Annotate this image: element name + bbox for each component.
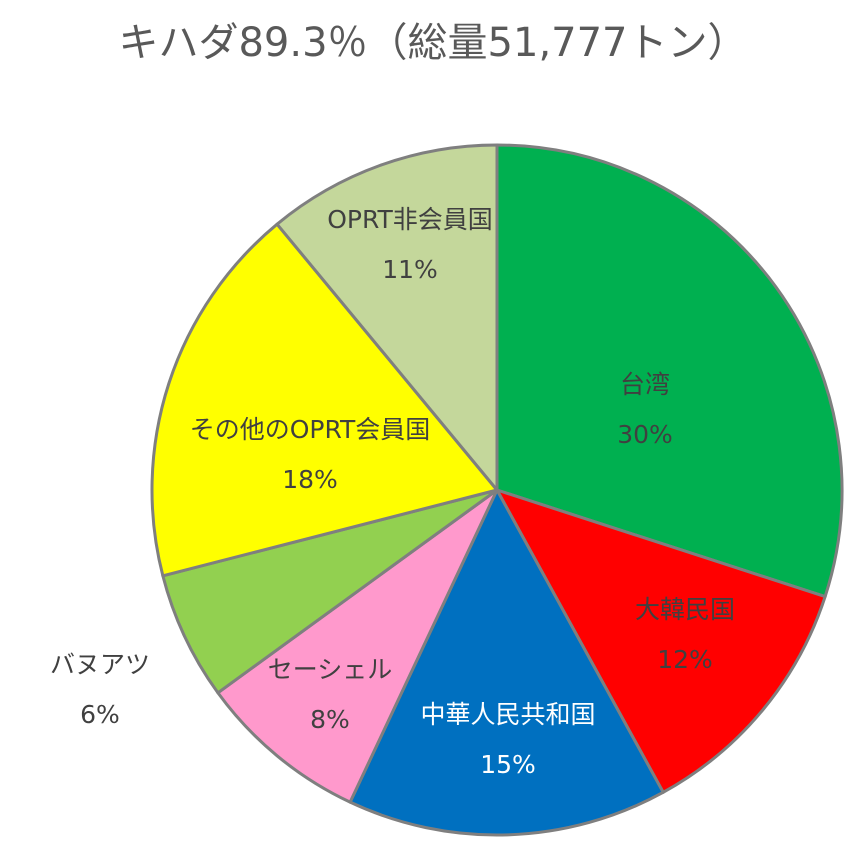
category-name: 大韓民国 xyxy=(634,595,735,624)
category-name: バヌアツ xyxy=(49,650,150,679)
pie-slice xyxy=(275,143,499,492)
category-name: 中華人民共和国 xyxy=(420,700,596,729)
value-label: 8% xyxy=(310,705,350,734)
value-label: 30% xyxy=(617,420,673,449)
slice-label: バヌアツ 6% xyxy=(25,640,175,740)
pie-slice xyxy=(150,222,499,578)
value-label: 11% xyxy=(382,255,438,284)
slice-label: 台湾 30% xyxy=(545,360,745,460)
slice-label: その他のOPRT会員国 18% xyxy=(150,405,470,505)
pie-slice xyxy=(348,488,665,837)
value-label: 12% xyxy=(657,645,713,674)
pie-slice xyxy=(161,488,499,695)
category-name: セーシェル xyxy=(267,655,393,684)
value-label: 18% xyxy=(282,465,338,494)
pie-slice xyxy=(216,488,499,804)
value-label: 15% xyxy=(480,750,536,779)
slice-label: セーシェル 8% xyxy=(265,645,395,745)
value-label: 6% xyxy=(80,700,120,729)
category-name: OPRT非会員国 xyxy=(327,205,493,234)
category-name: 台湾 xyxy=(619,370,670,399)
category-name: その他のOPRT会員国 xyxy=(189,415,431,444)
slice-label: OPRT非会員国 11% xyxy=(320,195,500,295)
slice-label: 中華人民共和国 15% xyxy=(388,690,628,790)
pie-slice xyxy=(495,488,827,794)
slice-label: 大韓民国 12% xyxy=(585,585,785,685)
chart-title: キハダ89.3％（総量51,777トン） xyxy=(118,20,748,66)
pie-slice xyxy=(495,143,844,599)
